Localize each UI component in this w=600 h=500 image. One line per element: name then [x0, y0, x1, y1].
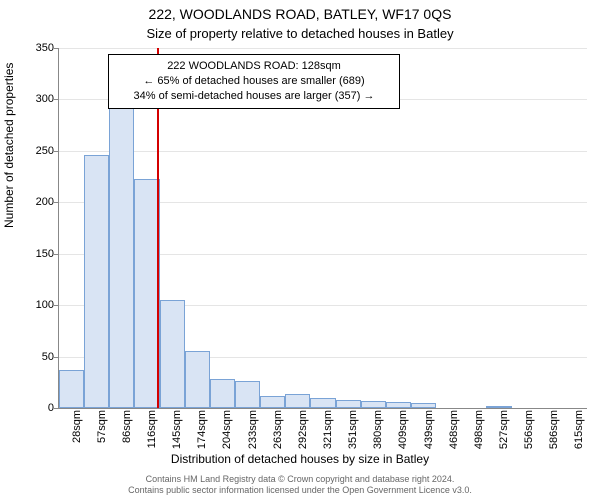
histogram-bar	[134, 179, 159, 408]
y-tick-label: 100	[14, 299, 54, 311]
histogram-bar	[235, 381, 260, 408]
grid-line	[59, 151, 587, 152]
histogram-bar	[285, 394, 310, 408]
y-tick-label: 350	[14, 42, 54, 54]
y-tick-label: 200	[14, 196, 54, 208]
footer-line-2: Contains public sector information licen…	[128, 485, 472, 495]
histogram-bar	[160, 300, 185, 408]
chart-title-main: 222, WOODLANDS ROAD, BATLEY, WF17 0QS	[0, 6, 600, 22]
y-tick-mark	[54, 48, 58, 49]
y-tick-label: 250	[14, 145, 54, 157]
histogram-bar	[109, 93, 134, 408]
histogram-bar	[386, 402, 411, 408]
y-tick-label: 150	[14, 248, 54, 260]
y-tick-mark	[54, 357, 58, 358]
histogram-bar	[84, 155, 109, 408]
callout-box: 222 WOODLANDS ROAD: 128sqm ← 65% of deta…	[108, 54, 400, 109]
y-tick-mark	[54, 254, 58, 255]
x-axis-label: Distribution of detached houses by size …	[0, 452, 600, 466]
histogram-bar	[411, 403, 436, 408]
callout-line-3: 34% of semi-detached houses are larger (…	[115, 89, 393, 104]
y-tick-mark	[54, 99, 58, 100]
histogram-bar	[59, 370, 84, 408]
callout-line-2: ← 65% of detached houses are smaller (68…	[115, 74, 393, 89]
histogram-bar	[210, 379, 235, 408]
histogram-bar	[361, 401, 386, 408]
footer-note: Contains HM Land Registry data © Crown c…	[0, 474, 600, 496]
histogram-bar	[336, 400, 361, 408]
y-tick-label: 50	[14, 351, 54, 363]
y-tick-mark	[54, 305, 58, 306]
y-tick-mark	[54, 408, 58, 409]
y-tick-mark	[54, 202, 58, 203]
histogram-bar	[486, 406, 511, 408]
y-tick-label: 0	[14, 402, 54, 414]
y-tick-mark	[54, 151, 58, 152]
footer-line-1: Contains HM Land Registry data © Crown c…	[146, 474, 455, 484]
y-tick-label: 300	[14, 93, 54, 105]
grid-line	[59, 48, 587, 49]
histogram-chart: 222, WOODLANDS ROAD, BATLEY, WF17 0QS Si…	[0, 0, 600, 500]
callout-line-1: 222 WOODLANDS ROAD: 128sqm	[115, 59, 393, 74]
chart-title-sub: Size of property relative to detached ho…	[0, 26, 600, 41]
histogram-bar	[310, 398, 335, 408]
histogram-bar	[185, 351, 210, 408]
histogram-bar	[260, 396, 285, 408]
